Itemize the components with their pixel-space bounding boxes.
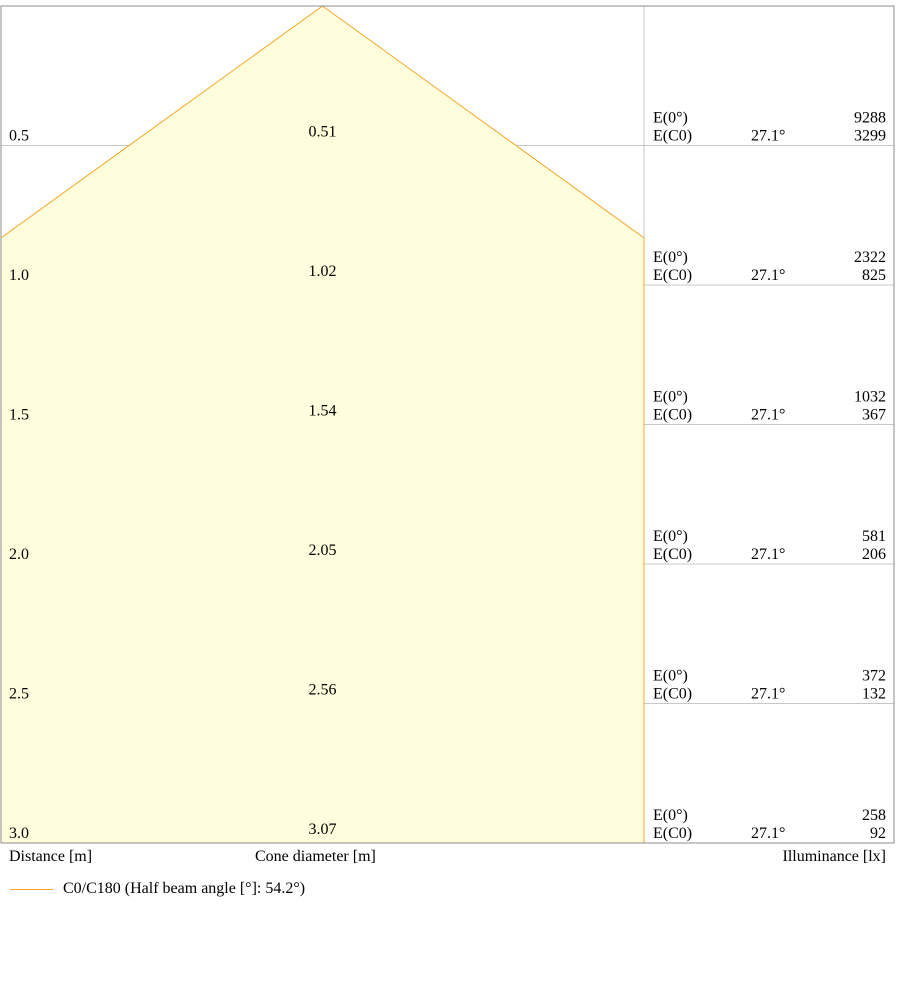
ec0-label: E(C0) (653, 825, 692, 842)
distance-tick-label: 2.0 (9, 546, 29, 563)
ec0-label: E(C0) (653, 686, 692, 703)
ec0-value: 92 (870, 825, 886, 842)
beam-angle-label: 27.1° (751, 686, 785, 703)
cone-diameter-label: 1.02 (309, 263, 337, 280)
distance-tick-label: 0.5 (9, 128, 29, 145)
distance-tick-label: 2.5 (9, 686, 29, 703)
ec0-label: E(C0) (653, 407, 692, 424)
e0-value: 2322 (854, 249, 886, 266)
beam-angle-label: 27.1° (751, 546, 785, 563)
e0-value: 581 (862, 528, 886, 545)
e0-label: E(0°) (653, 389, 688, 406)
legend-line-swatch (10, 888, 53, 890)
distance-axis-label: Distance [m] (9, 848, 93, 865)
ec0-label: E(C0) (653, 128, 692, 145)
cone-diameter-label: 2.56 (309, 682, 337, 699)
ec0-value: 825 (862, 267, 886, 284)
e0-label: E(0°) (653, 110, 688, 127)
cone-diameter-label: 1.54 (309, 403, 337, 420)
ec0-value: 132 (862, 686, 886, 703)
ec0-value: 206 (862, 546, 886, 563)
beam-angle-label: 27.1° (751, 128, 785, 145)
beam-angle-label: 27.1° (751, 825, 785, 842)
ec0-value: 367 (862, 407, 886, 424)
ec0-label: E(C0) (653, 546, 692, 563)
ec0-label: E(C0) (653, 267, 692, 284)
e0-value: 372 (862, 668, 886, 685)
e0-label: E(0°) (653, 249, 688, 266)
e0-label: E(0°) (653, 807, 688, 824)
cone-diameter-label: 2.05 (309, 542, 337, 559)
e0-label: E(0°) (653, 528, 688, 545)
e0-value: 258 (862, 807, 886, 824)
e0-label: E(0°) (653, 668, 688, 685)
distance-tick-label: 1.5 (9, 407, 29, 424)
illuminance-axis-label: Illuminance [lx] (782, 848, 886, 865)
plot-frame (0, 5, 895, 844)
beam-angle-label: 27.1° (751, 267, 785, 284)
cone-diameter-label: 3.07 (309, 821, 337, 838)
distance-tick-label: 3.0 (9, 825, 29, 842)
legend: C0/C180 (Half beam angle [°]: 54.2°) (10, 878, 305, 900)
ec0-value: 3299 (854, 128, 886, 145)
distance-tick-label: 1.0 (9, 267, 29, 284)
legend-label: C0/C180 (Half beam angle [°]: 54.2°) (63, 880, 306, 897)
e0-value: 9288 (854, 110, 886, 127)
beam-angle-label: 27.1° (751, 407, 785, 424)
e0-value: 1032 (854, 389, 886, 406)
cone-diameter-axis-label: Cone diameter [m] (255, 848, 376, 865)
cone-diameter-label: 0.51 (309, 124, 337, 141)
